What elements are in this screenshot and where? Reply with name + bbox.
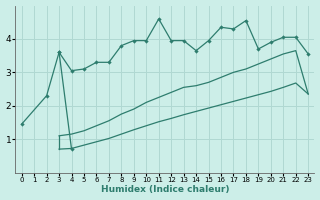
X-axis label: Humidex (Indice chaleur): Humidex (Indice chaleur) [101, 185, 229, 194]
